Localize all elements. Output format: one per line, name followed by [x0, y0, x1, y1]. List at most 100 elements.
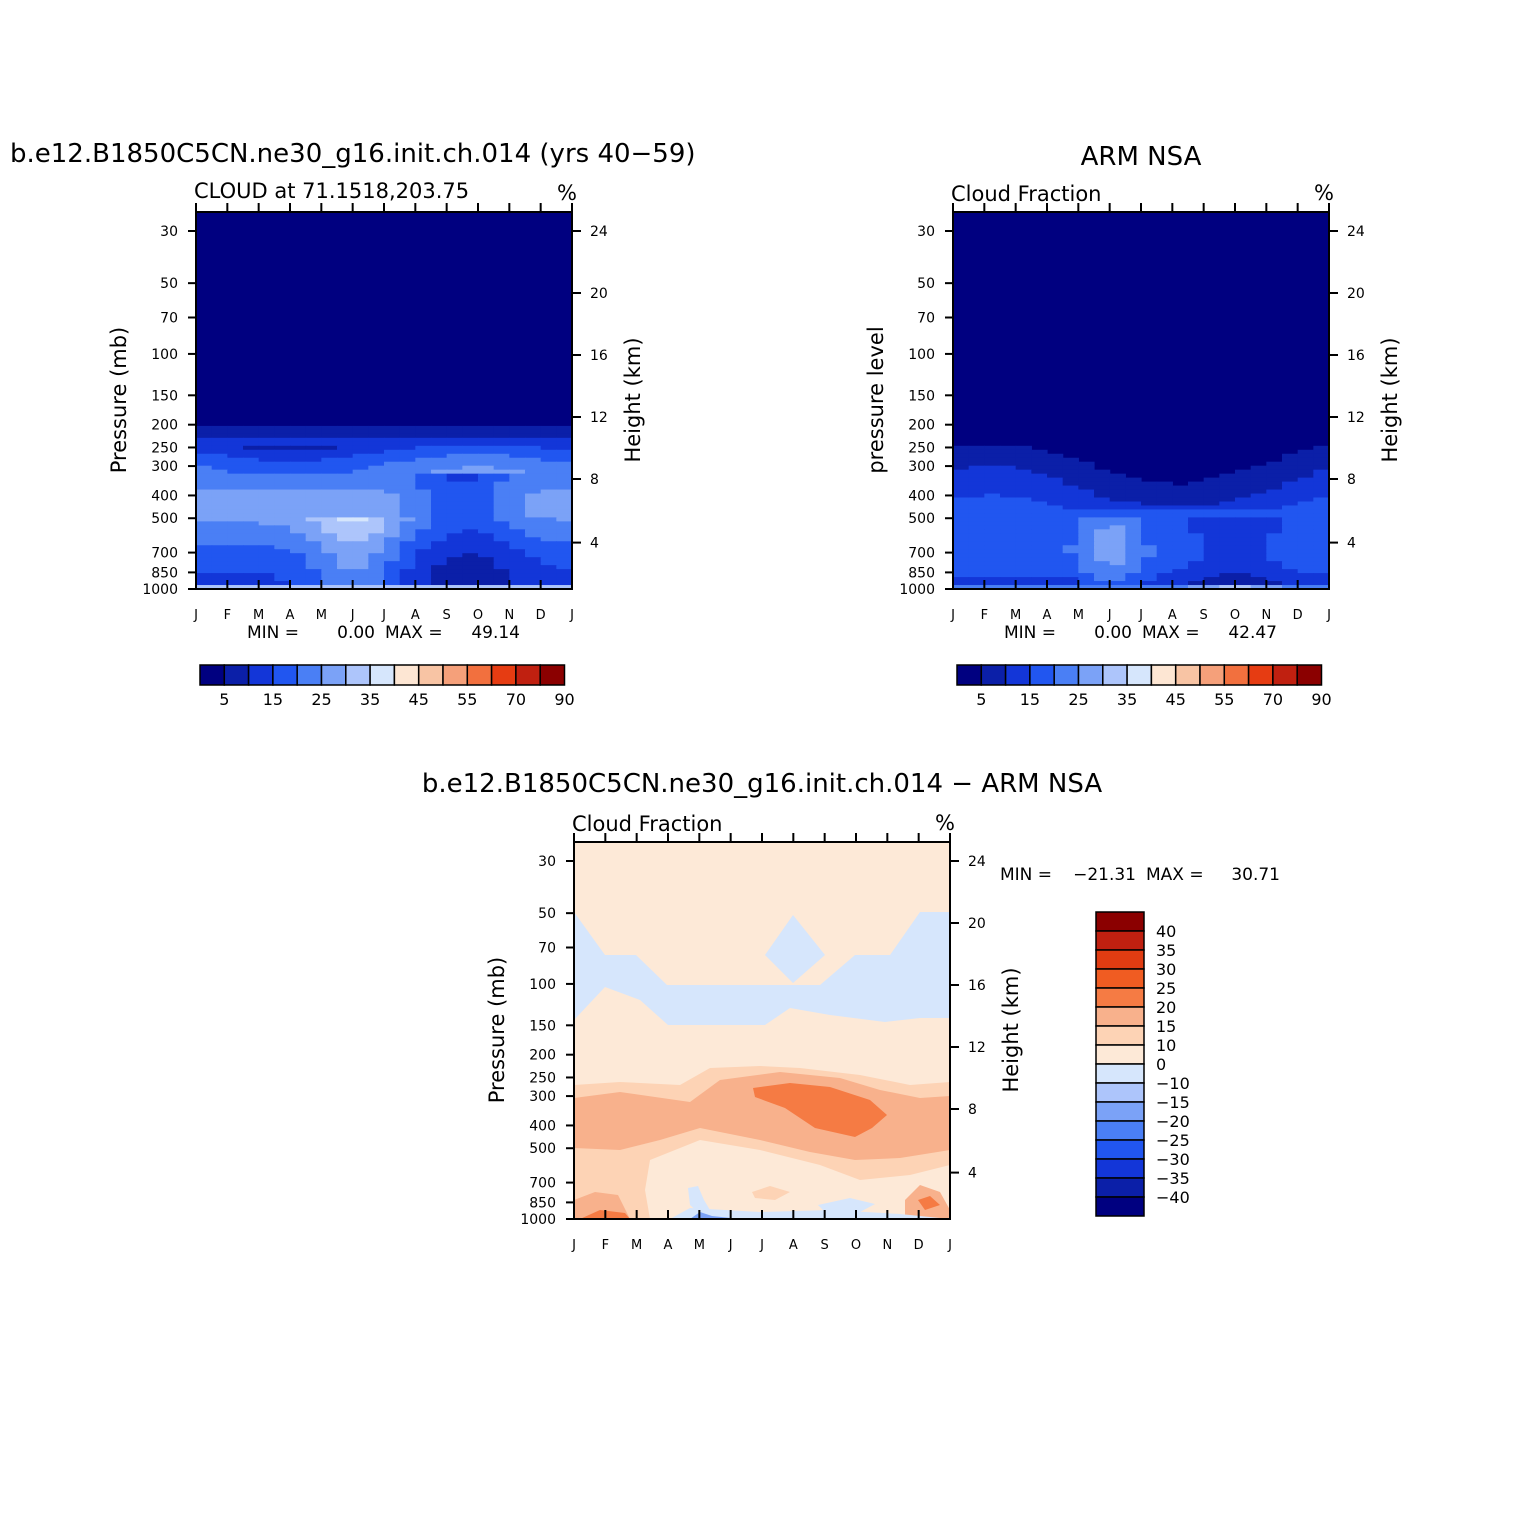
model-contour-cell: [509, 561, 526, 566]
obs-contour-cell: [1141, 521, 1158, 526]
model-contour-cell: [415, 461, 432, 467]
obs-contour-cell: [984, 509, 1001, 515]
model-contour-cell: [556, 457, 572, 463]
diff-colorbar-swatch: [1095, 911, 1145, 932]
obs-contour-cell: [1047, 497, 1064, 503]
obs-contour-cell: [1000, 521, 1017, 526]
model-contour-cell: [243, 485, 260, 491]
model-contour-cell: [509, 581, 526, 586]
obs-contour-cell: [1156, 497, 1173, 503]
obs-contour-cell: [1282, 493, 1299, 499]
obs-contour-cell: [1235, 577, 1252, 582]
model-contour-cell: [274, 577, 291, 582]
model-contour-cell: [337, 473, 354, 479]
model-contour-cell: [258, 569, 275, 574]
model-contour-cell: [462, 557, 479, 562]
model-contour-cell: [493, 517, 510, 522]
model-contour-cell: [399, 513, 416, 518]
model-contour-cell: [290, 477, 307, 483]
obs-colorbar-label: 70: [1263, 690, 1283, 709]
model-contour-cell: [274, 569, 291, 574]
model-contour-cell: [368, 477, 385, 483]
model-contour-cell: [478, 553, 495, 558]
model-contour-cell: [290, 557, 307, 562]
obs-contour-cell: [1282, 557, 1299, 562]
model-contour-cell: [384, 505, 401, 511]
obs-month-label: J: [950, 608, 955, 623]
model-contour-cell: [415, 477, 432, 483]
model-contour-cell: [337, 477, 354, 483]
model-contour-cell: [478, 557, 495, 562]
obs-contour-cell: [1156, 549, 1173, 554]
obs-contour-cell: [1125, 513, 1142, 518]
obs-contour-cell: [1109, 549, 1126, 554]
obs-contour-cell: [1047, 565, 1064, 570]
obs-contour-cell: [1015, 569, 1032, 574]
model-contour-cell: [431, 449, 448, 455]
model-contour-cell: [211, 533, 228, 538]
model-contour-cell: [274, 497, 291, 503]
model-contour-cell: [540, 581, 557, 586]
model-contour-cell: [415, 445, 432, 451]
model-contour-cell: [305, 545, 322, 550]
model-contour-cell: [384, 509, 401, 515]
obs-contour-cell: [1141, 485, 1158, 491]
obs-contour-cell: [1062, 461, 1079, 467]
model-contour-cell: [399, 469, 416, 475]
obs-contour-cell: [1062, 529, 1079, 534]
obs-contour-cell: [1188, 493, 1205, 499]
panel-diff: b.e12.B1850C5CN.ne30_g16.init.ch.014 − A…: [422, 769, 1280, 1253]
model-contour-cell: [196, 553, 213, 558]
model-contour-cell: [368, 545, 385, 550]
model-contour-cell: [352, 573, 369, 578]
model-contour-cell: [243, 509, 260, 515]
obs-contour-cell: [968, 489, 985, 495]
model-contour-cell: [446, 429, 463, 435]
obs-contour-cell: [1031, 489, 1048, 495]
model-contour-cell: [196, 537, 213, 542]
model-contour-cell: [431, 457, 448, 463]
obs-colorbar-swatch: [1126, 664, 1153, 686]
model-contour-cell: [305, 465, 322, 471]
model-contour-cell: [509, 533, 526, 538]
model-contour-cell: [337, 525, 354, 530]
model-contour-cell: [462, 437, 479, 443]
model-contour-cell: [196, 577, 213, 582]
model-contour-cell: [258, 429, 275, 435]
model-contour-cell: [525, 473, 542, 479]
obs-contour-cell: [1062, 457, 1079, 463]
obs-contour-cell: [1282, 489, 1299, 495]
model-contour-cell: [509, 537, 526, 542]
obs-contour-cell: [1000, 573, 1017, 578]
model-contour-cell: [243, 553, 260, 558]
obs-contour-cell: [1203, 493, 1220, 499]
obs-contour-cell: [984, 537, 1001, 542]
obs-contour-cell: [1297, 449, 1314, 455]
model-contour-cell: [305, 549, 322, 554]
model-contour-cell: [290, 549, 307, 554]
obs-contour-cell: [1172, 569, 1189, 574]
model-contour-cell: [305, 501, 322, 507]
model-contour-cell: [384, 497, 401, 503]
model-contour-cell: [337, 529, 354, 534]
model-contour-cell: [337, 485, 354, 491]
model-contour-cell: [446, 425, 463, 431]
model-contour-cell: [493, 461, 510, 467]
obs-contour-cell: [1031, 545, 1048, 550]
diff-pressure-label: 250: [529, 1070, 556, 1086]
obs-contour-cell: [1313, 509, 1329, 515]
model-contour-cell: [337, 437, 354, 443]
model-contour-cell: [368, 529, 385, 534]
model-contour-cell: [211, 473, 228, 479]
obs-pressure-label: 200: [908, 418, 935, 434]
obs-contour-cell: [1266, 493, 1283, 499]
diff-colorbar-label: −20: [1156, 1112, 1190, 1131]
diff-colorbar-swatch: [1095, 987, 1145, 1008]
obs-contour-cell: [968, 485, 985, 491]
obs-contour-cell: [1313, 537, 1329, 542]
model-contour-cell: [540, 521, 557, 526]
obs-contour-cell: [1188, 545, 1205, 550]
obs-contour-cell: [1094, 513, 1111, 518]
obs-contour-cell: [1313, 493, 1329, 499]
model-contour-cell: [556, 545, 572, 550]
